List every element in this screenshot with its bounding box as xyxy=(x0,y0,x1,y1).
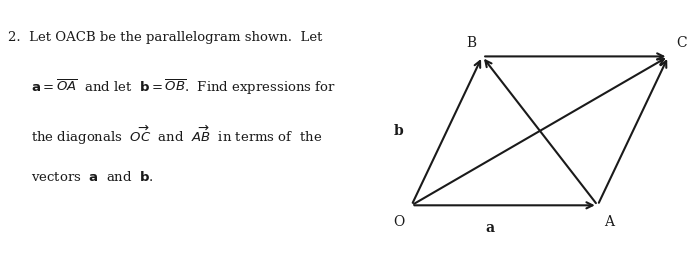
Text: vectors  $\mathbf{a}$  and  $\mathbf{b}$.: vectors $\mathbf{a}$ and $\mathbf{b}$. xyxy=(32,170,154,184)
Text: A: A xyxy=(604,215,614,229)
Text: C: C xyxy=(676,36,687,50)
Text: a: a xyxy=(485,221,494,235)
FancyArrowPatch shape xyxy=(413,61,480,203)
Text: $\mathbf{a}$$ = \overline{OA}$  and let  $\mathbf{b}$$ = \overline{OB}$.  Find e: $\mathbf{a}$$ = \overline{OA}$ and let $… xyxy=(32,77,337,97)
FancyArrowPatch shape xyxy=(414,202,592,208)
Text: b: b xyxy=(393,124,403,138)
FancyArrowPatch shape xyxy=(485,53,664,59)
Text: the diagonals  $\overrightarrow{OC}$  and  $\overrightarrow{AB}$  in terms of  t: the diagonals $\overrightarrow{OC}$ and … xyxy=(32,124,323,147)
Text: O: O xyxy=(393,215,404,229)
Text: 2.  Let OACB be the parallelogram shown.  Let: 2. Let OACB be the parallelogram shown. … xyxy=(8,31,322,44)
FancyArrowPatch shape xyxy=(598,61,666,203)
FancyArrowPatch shape xyxy=(414,59,664,204)
Text: B: B xyxy=(466,36,476,50)
FancyArrowPatch shape xyxy=(485,60,596,203)
